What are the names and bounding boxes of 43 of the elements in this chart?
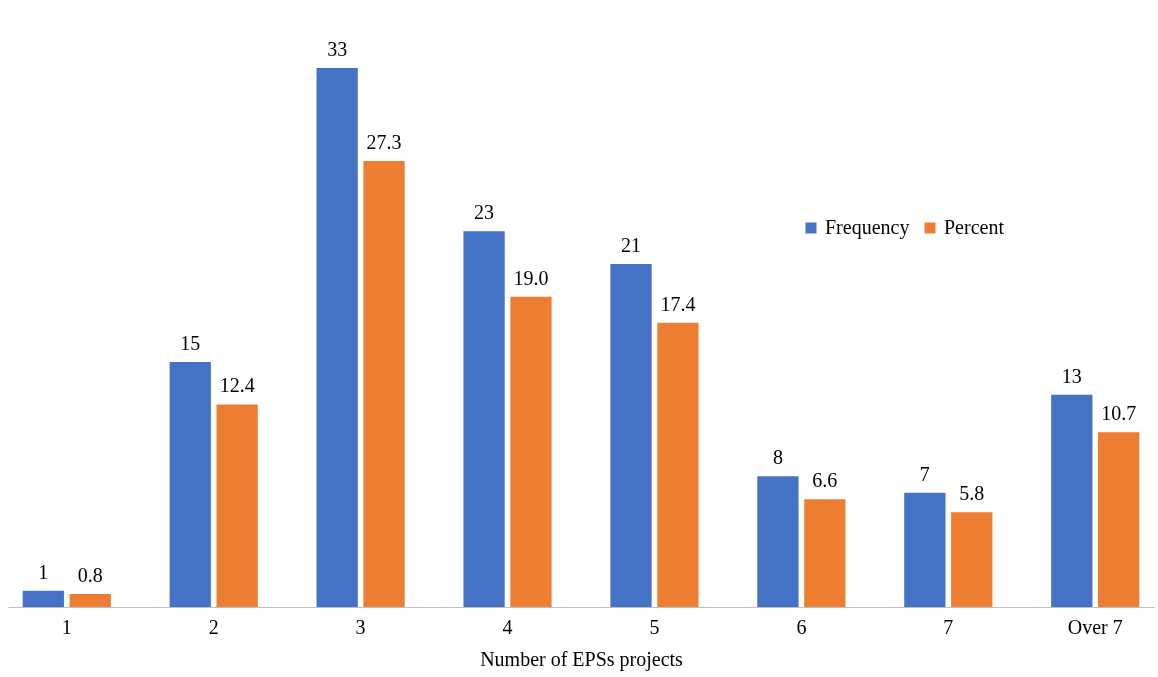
bar (1051, 394, 1093, 607)
data-label: 0.8 (77, 563, 103, 586)
bar (316, 68, 358, 607)
bar (69, 593, 111, 607)
bar (757, 476, 799, 607)
x-axis-title: Number of EPSs projects (480, 647, 684, 671)
bar (804, 499, 846, 607)
bar (22, 590, 64, 607)
data-label: 21 (621, 234, 642, 256)
bar (463, 231, 505, 607)
data-label: 17.4 (660, 292, 696, 315)
data-label: 7 (919, 462, 930, 485)
x-tick-label: 3 (355, 615, 366, 638)
legend-label: Percent (944, 216, 1005, 238)
bar (951, 512, 993, 607)
x-tick-label: Over 7 (1067, 615, 1123, 638)
data-label: 1 (38, 560, 49, 583)
bar (363, 161, 405, 607)
x-tick-label: 7 (943, 615, 954, 638)
bar (1098, 432, 1140, 607)
bar (904, 492, 946, 607)
data-label: 33 (327, 38, 348, 60)
data-label: 12.4 (219, 374, 255, 397)
data-label: 15 (180, 332, 201, 354)
x-tick-label: 4 (502, 615, 513, 638)
data-label: 8 (772, 446, 783, 469)
data-label: 5.8 (959, 482, 985, 505)
data-label: 19.0 (513, 266, 549, 289)
bar (657, 322, 699, 607)
x-tick-label: 5 (649, 615, 660, 638)
bar (510, 296, 552, 607)
bar (169, 362, 211, 607)
data-label: 27.3 (366, 131, 402, 154)
bar (610, 264, 652, 607)
x-tick-label: 6 (796, 615, 807, 638)
data-label: 23 (474, 201, 495, 224)
x-tick-label: 1 (61, 615, 72, 638)
bar (216, 404, 258, 607)
data-label: 6.6 (812, 469, 838, 492)
legend-label: Frequency (825, 216, 910, 239)
data-label: 10.7 (1101, 402, 1137, 425)
data-label: 13 (1061, 364, 1082, 387)
x-tick-label: 2 (208, 615, 219, 638)
